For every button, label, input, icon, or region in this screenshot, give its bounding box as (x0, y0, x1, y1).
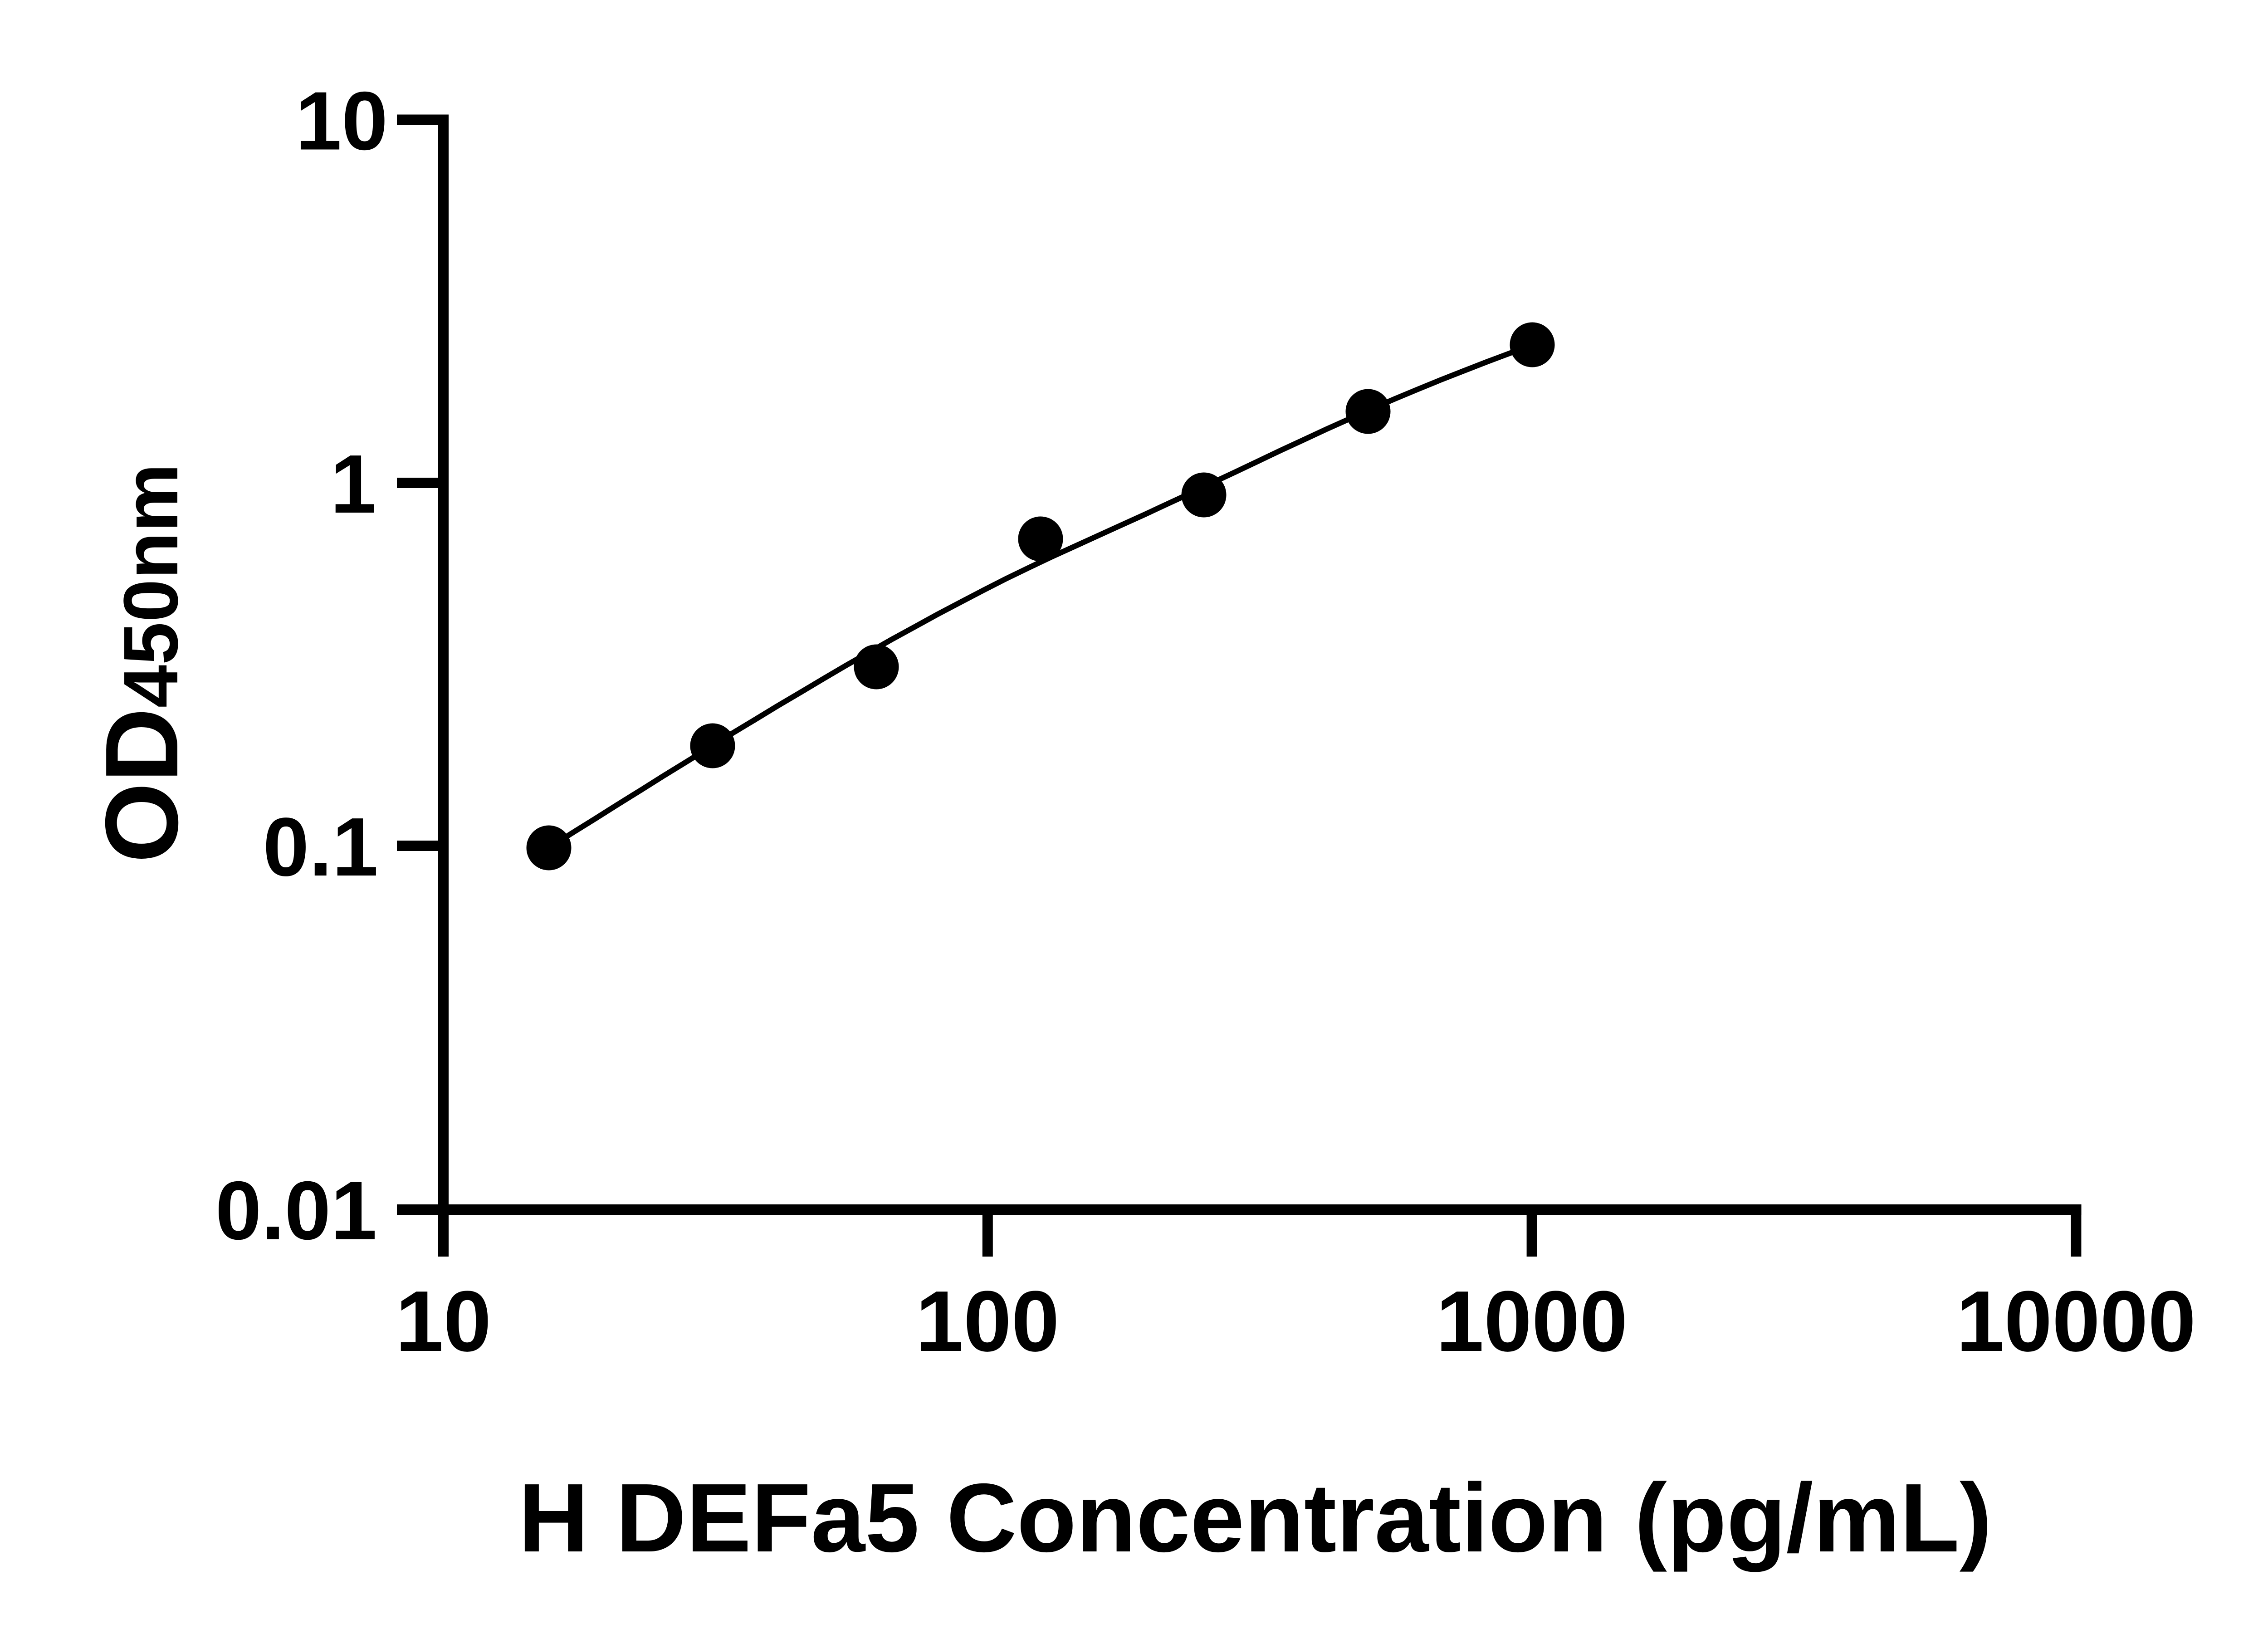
svg-text:100: 100 (915, 1273, 1059, 1370)
svg-text:0.01: 0.01 (215, 1164, 377, 1257)
svg-text:1000: 1000 (1436, 1273, 1628, 1370)
svg-text:10: 10 (295, 74, 388, 167)
svg-text:OD450nm: OD450nm (84, 464, 200, 863)
svg-text:10000: 10000 (1956, 1273, 2196, 1370)
svg-text:H DEFa5 Concentration (pg/mL): H DEFa5 Concentration (pg/mL) (518, 1463, 1992, 1572)
svg-text:0.1: 0.1 (263, 800, 378, 893)
svg-text:1: 1 (330, 437, 376, 530)
svg-text:10: 10 (396, 1273, 491, 1370)
